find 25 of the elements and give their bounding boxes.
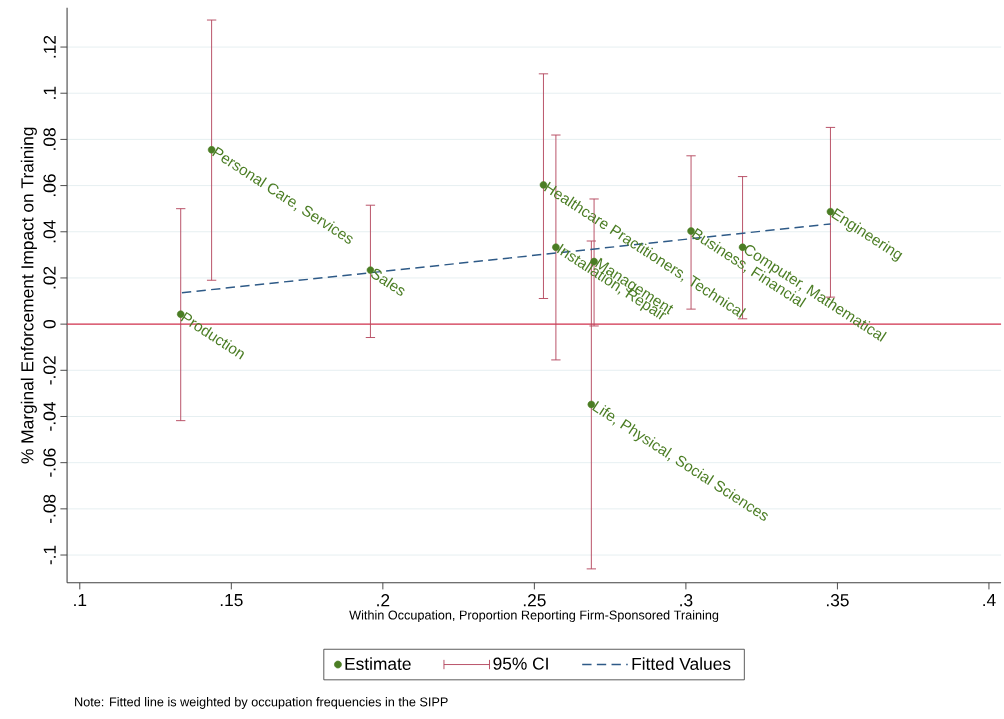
y-tick-label: .02 [43, 266, 56, 289]
y-tick-label: -.04 [43, 402, 56, 431]
x-tick-label: .3 [680, 594, 693, 607]
y-tick-label: .1 [43, 86, 56, 99]
x-tick-label: .35 [826, 594, 849, 607]
y-tick-label: -.02 [43, 356, 56, 385]
y-tick-label: .12 [43, 35, 56, 58]
x-tick-label: .15 [220, 594, 243, 607]
y-tick-label: .04 [43, 220, 56, 243]
y-tick-label: .08 [43, 128, 56, 150]
x-tick-label: .1 [74, 594, 87, 607]
legend-label: Fitted Values [632, 657, 731, 670]
x-tick-label: .2 [377, 594, 390, 607]
legend-label: Estimate [345, 657, 411, 670]
y-tick-label: -.08 [43, 494, 56, 524]
y-tick-label: .06 [43, 174, 56, 197]
y-axis-title: % Marginal Enforcement Impact on Training [20, 127, 37, 464]
y-tick-label: -.1 [43, 545, 56, 565]
text: Note: Fitted line is weighted by occupation frequencies in the SIPP [75, 697, 448, 709]
x-tick-label: .25 [523, 594, 546, 607]
text: 95% CI [493, 657, 548, 670]
x-tick-label: .4 [983, 594, 996, 607]
y-tick-label: 0 [43, 319, 56, 329]
x-axis-title: Within Occupation, Proportion Reporting Firm-Sponsored Training [349, 610, 719, 623]
y-tick-label: -.06 [43, 448, 56, 477]
